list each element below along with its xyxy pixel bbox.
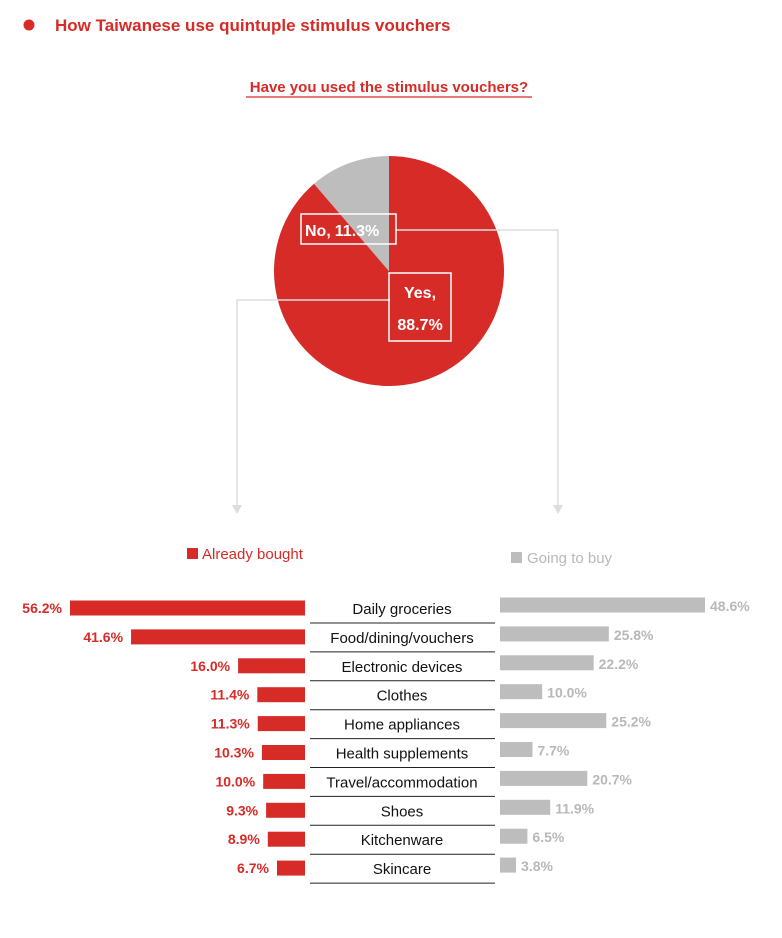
bar-already-bought-travel-accommodation	[263, 773, 305, 789]
value-label-going-to-buy-health-supplements: 7.7%	[537, 743, 569, 759]
title-bullet-icon	[23, 19, 35, 31]
pie-title: Have you used the stimulus vouchers?	[250, 79, 528, 96]
pie-chart	[274, 156, 505, 386]
connector-already-bought	[236, 299, 390, 512]
category-label-electronic-devices: Electronic devices	[342, 659, 463, 676]
bar-already-bought-skincare	[276, 860, 305, 876]
value-label-going-to-buy-travel-accommodation: 20.7%	[592, 771, 632, 787]
bar-going-to-buy-food-dining-vouchers	[500, 626, 609, 642]
bar-going-to-buy-skincare	[500, 857, 517, 873]
pie-label-yes-value: 88.7%	[397, 317, 442, 334]
bar-already-bought-shoes	[266, 802, 305, 818]
value-label-already-bought-health-supplements: 10.3%	[214, 745, 254, 761]
pie-slice-yes	[274, 156, 505, 386]
value-label-going-to-buy-daily-groceries: 48.6%	[710, 598, 750, 614]
connector-going-to-buy	[396, 229, 559, 512]
value-label-already-bought-electronic-devices: 16.0%	[190, 658, 230, 674]
value-label-going-to-buy-home-appliances: 25.2%	[611, 714, 651, 730]
bar-already-bought-food-dining-vouchers	[131, 629, 305, 645]
bar-going-to-buy-clothes	[500, 684, 543, 700]
category-label-clothes: Clothes	[377, 688, 428, 705]
value-label-already-bought-clothes: 11.4%	[210, 687, 249, 703]
bar-going-to-buy-home-appliances	[500, 713, 607, 729]
connector-arrowhead-right	[553, 505, 563, 514]
legend-swatch-going-to-buy	[511, 552, 522, 563]
legend-swatch-already-bought	[187, 548, 198, 559]
pie-label-box-no	[300, 213, 397, 245]
legend-label-already-bought: Already bought	[202, 546, 304, 563]
category-label-daily-groceries: Daily groceries	[352, 601, 451, 618]
value-label-going-to-buy-skincare: 3.8%	[521, 858, 553, 874]
category-label-food-dining-vouchers: Food/dining/vouchers	[330, 630, 473, 647]
chart-title: How Taiwanese use quintuple stimulus vou…	[55, 16, 451, 35]
pie-label-no-value: 11.3%	[335, 223, 379, 240]
bar-already-bought-home-appliances	[257, 716, 305, 732]
bar-already-bought-health-supplements	[261, 745, 305, 760]
category-label-shoes: Shoes	[381, 803, 424, 820]
category-label-skincare: Skincare	[373, 861, 431, 878]
value-label-already-bought-skincare: 6.7%	[237, 860, 269, 876]
bar-going-to-buy-travel-accommodation	[500, 770, 588, 786]
connector-arrowhead-left	[232, 505, 242, 514]
pie-label-no: No, 11.3%	[305, 223, 379, 240]
legend-label-going-to-buy: Going to buy	[527, 550, 613, 567]
value-label-going-to-buy-electronic-devices: 22.2%	[599, 656, 639, 672]
category-label-travel-accommodation: Travel/accommodation	[326, 774, 477, 791]
value-label-already-bought-food-dining-vouchers: 41.6%	[83, 629, 123, 645]
pie-label-no-text: No,	[305, 223, 331, 240]
value-label-already-bought-kitchenware: 8.9%	[228, 831, 260, 847]
value-label-going-to-buy-kitchenware: 6.5%	[532, 829, 564, 845]
value-label-already-bought-travel-accommodation: 10.0%	[215, 773, 255, 789]
value-label-going-to-buy-clothes: 10.0%	[547, 685, 587, 701]
pie-label-yes-text: Yes,	[404, 285, 436, 302]
value-label-already-bought-home-appliances: 11.3%	[211, 716, 250, 732]
bar-already-bought-clothes	[257, 687, 305, 703]
bar-going-to-buy-daily-groceries	[500, 597, 705, 613]
pie-label-box-yes	[388, 272, 452, 342]
bar-going-to-buy-health-supplements	[500, 742, 533, 757]
category-label-health-supplements: Health supplements	[336, 746, 469, 763]
category-label-home-appliances: Home appliances	[344, 717, 460, 734]
bar-already-bought-electronic-devices	[238, 658, 305, 674]
butterfly-bar-chart: Daily groceries 56.2% 48.6% Food/dining/vou…	[22, 597, 750, 884]
bar-going-to-buy-kitchenware	[500, 828, 528, 844]
value-label-already-bought-shoes: 9.3%	[226, 802, 258, 818]
bar-going-to-buy-shoes	[500, 799, 551, 815]
value-label-going-to-buy-shoes: 11.9%	[555, 800, 594, 816]
bar-already-bought-kitchenware	[267, 831, 305, 847]
bar-already-bought-daily-groceries	[70, 600, 305, 616]
value-label-going-to-buy-food-dining-vouchers: 25.8%	[614, 627, 654, 643]
value-label-already-bought-daily-groceries: 56.2%	[22, 600, 62, 616]
category-label-kitchenware: Kitchenware	[361, 832, 444, 849]
bar-going-to-buy-electronic-devices	[500, 655, 594, 671]
